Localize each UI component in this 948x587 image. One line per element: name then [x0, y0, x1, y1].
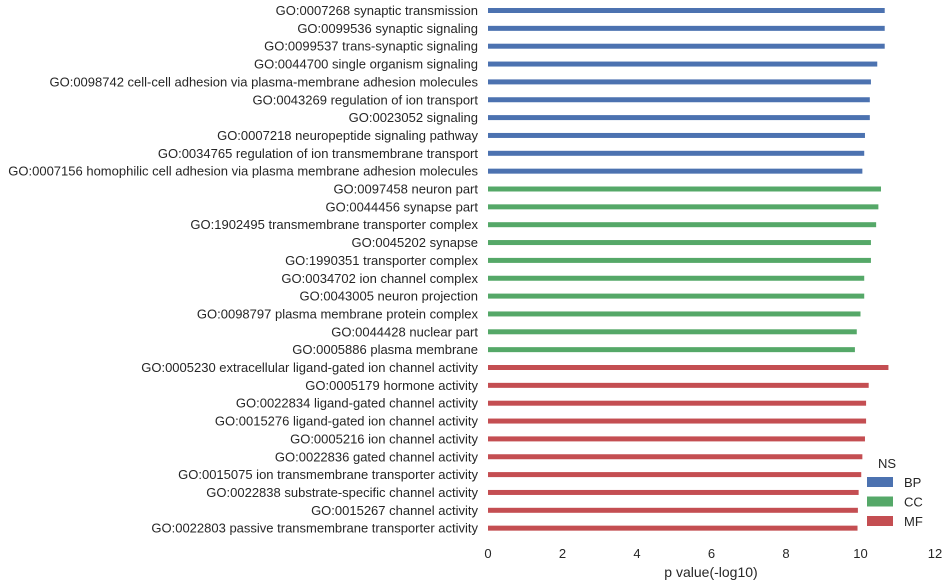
bar-cc-17	[488, 293, 865, 299]
category-label: GO:0022834 ligand-gated channel activity	[236, 396, 479, 411]
category-label: GO:1902495 transmembrane transporter com…	[190, 217, 478, 232]
category-labels: GO:0007268 synaptic transmission GO:00995…	[8, 3, 478, 536]
x-tick-label: 12	[928, 546, 942, 561]
bar-mf-28	[488, 489, 859, 495]
bar-bp-10	[488, 168, 863, 174]
category-label: GO:0007268 synaptic transmission	[276, 3, 478, 18]
x-tick-label: 4	[633, 546, 640, 561]
category-label: GO:0022836 gated channel activity	[275, 449, 479, 464]
bar-bp-1	[488, 8, 885, 13]
category-label: GO:0099536 synaptic signaling	[297, 21, 478, 36]
bar-bp-2	[488, 25, 885, 31]
legend-label-cc: CC	[904, 495, 923, 510]
x-axis-ticks: 0 2 4 6 8 10 12	[484, 546, 942, 561]
bar-bp-6	[488, 97, 870, 103]
legend-label-mf: MF	[904, 514, 923, 529]
category-label: GO:0034702 ion channel complex	[281, 271, 478, 286]
category-label: GO:0005230 extracellular ligand-gated io…	[141, 360, 478, 375]
bar-cc-11	[488, 186, 881, 192]
legend-swatch-bp	[867, 477, 893, 487]
legend-swatch-cc	[867, 496, 893, 507]
category-label: GO:1990351 transporter complex	[285, 253, 478, 268]
bar-mf-23	[488, 400, 867, 406]
bar-mf-25	[488, 436, 865, 442]
legend-title: NS	[878, 456, 896, 471]
x-tick-label: 2	[559, 546, 566, 561]
category-label: GO:0098742 cell-cell adhesion via plasma…	[49, 74, 478, 89]
x-axis-label: p value(-log10)	[664, 564, 757, 580]
bar-cc-14	[488, 240, 871, 246]
category-label: GO:0044428 nuclear part	[331, 324, 478, 339]
x-tick-label: 10	[853, 546, 867, 561]
category-label: GO:0005179 hormone activity	[305, 378, 478, 393]
category-label: GO:0015267 channel activity	[311, 503, 478, 518]
bar-cc-12	[488, 204, 879, 210]
bar-cc-20	[488, 347, 855, 353]
category-label: GO:0007156 homophilic cell adhesion via …	[8, 164, 478, 179]
x-tick-label: 8	[782, 546, 789, 561]
category-label: GO:0022838 substrate-specific channel ac…	[206, 485, 478, 500]
legend-label-bp: BP	[904, 475, 921, 490]
category-label: GO:0022803 passive transmembrane transpo…	[151, 521, 478, 536]
category-label: GO:0015276 ligand-gated ion channel acti…	[215, 414, 479, 429]
category-label: GO:0099537 trans-synaptic signaling	[264, 39, 478, 54]
category-label: GO:0045202 synapse	[352, 235, 478, 250]
bar-cc-13	[488, 222, 877, 228]
bar-bp-4	[488, 61, 878, 67]
bar-mf-22	[488, 382, 869, 388]
bar-bp-7	[488, 115, 870, 121]
bar-cc-19	[488, 329, 857, 335]
x-tick-label: 6	[708, 546, 715, 561]
category-label: GO:0043005 neuron projection	[299, 289, 478, 304]
category-label: GO:0005216 ion channel activity	[290, 431, 478, 446]
bar-mf-24	[488, 418, 867, 424]
category-label: GO:0043269 regulation of ion transport	[253, 92, 479, 107]
category-label: GO:0044456 synapse part	[326, 199, 479, 214]
legend-swatch-mf	[867, 516, 893, 526]
category-label: GO:0007218 neuropeptide signaling pathwa…	[217, 128, 478, 143]
category-label: GO:0023052 signaling	[349, 110, 478, 125]
category-label: GO:0044700 single organism signaling	[254, 57, 478, 72]
bar-bp-8	[488, 132, 865, 138]
bar-mf-29	[488, 507, 858, 513]
category-label: GO:0015075 ion transmembrane transporter…	[178, 467, 478, 482]
x-tick-label: 0	[484, 546, 491, 561]
bar-cc-15	[488, 257, 871, 263]
bar-mf-21	[488, 365, 889, 370]
bar-bp-5	[488, 79, 871, 85]
category-label: GO:0005886 plasma membrane	[292, 342, 478, 357]
bar-bp-9	[488, 150, 865, 156]
bar-cc-18	[488, 311, 861, 317]
bar-bp-3	[488, 43, 885, 49]
bar-mf-27	[488, 472, 862, 478]
bar-cc-16	[488, 275, 865, 281]
category-label: GO:0097458 neuron part	[333, 182, 478, 197]
category-label: GO:0098797 plasma membrane protein compl…	[197, 306, 479, 321]
category-label: GO:0034765 regulation of ion transmembra…	[158, 146, 479, 161]
bar-mf-30	[488, 525, 858, 531]
bar-mf-26	[488, 454, 863, 460]
legend: NS BP CC MF	[867, 456, 923, 529]
bars-layer	[488, 8, 889, 531]
